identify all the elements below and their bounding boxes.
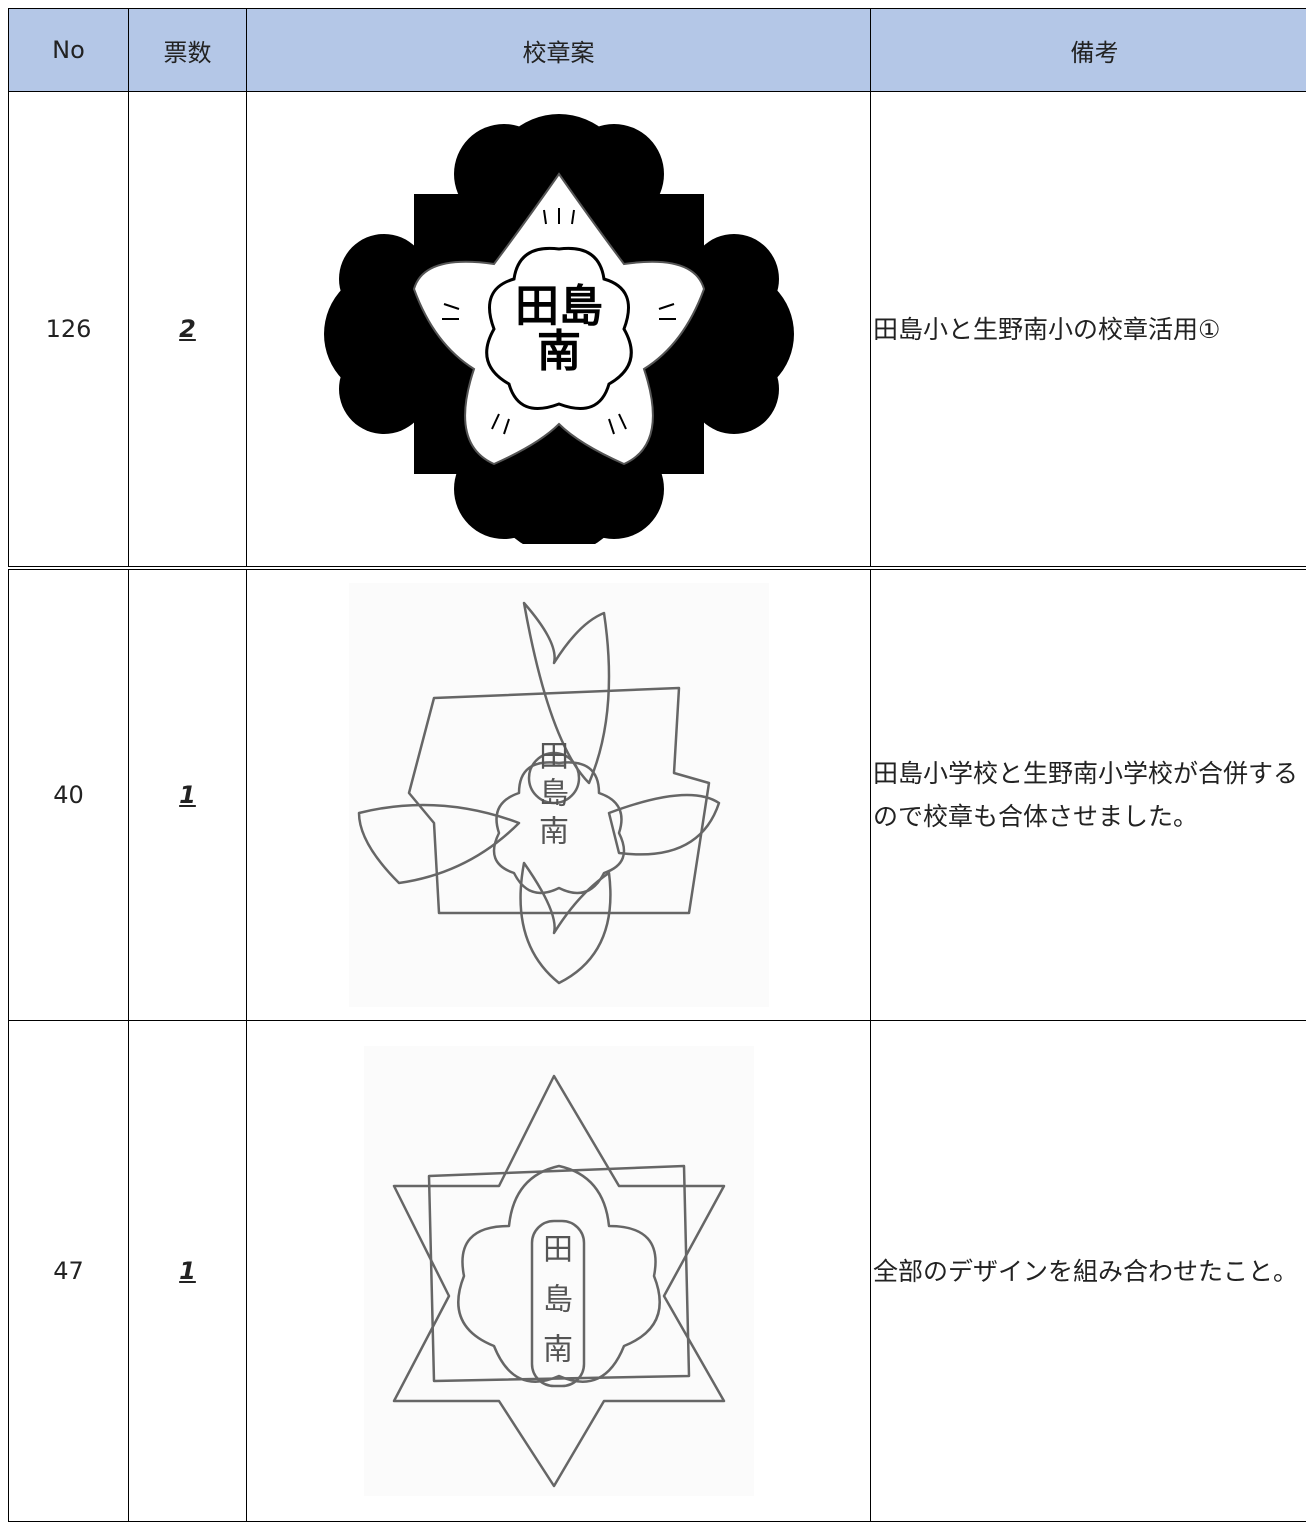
emblem-table: No 票数 校章案 備考 126 2 田島 南 <box>8 8 1306 1522</box>
no-cell: 47 <box>9 1021 129 1522</box>
no-cell: 40 <box>9 568 129 1021</box>
row: 40 1 田 島 南 田島小学校と生野南小学校が合併するので校章も合体させました… <box>9 568 1306 1021</box>
note-cell: 全部のデザインを組み合わせたこと。 <box>871 1021 1306 1522</box>
header-cell: 校章案 <box>247 9 871 92</box>
emblem-text: 南 <box>537 326 581 377</box>
emblem-image: 田 島 南 <box>349 583 769 1007</box>
emblem-text: 南 <box>543 1333 573 1368</box>
emblem-text: 田 <box>539 740 569 775</box>
note-cell: 田島小と生野南小の校章活用① <box>871 92 1306 569</box>
emblem-text: 南 <box>539 815 569 850</box>
votes-cell: 1 <box>129 568 247 1021</box>
header-cell: No <box>9 9 129 92</box>
emblem-text: 島 <box>539 777 569 812</box>
votes-cell: 1 <box>129 1021 247 1522</box>
header-cell: 備考 <box>871 9 1306 92</box>
header-cell: 票数 <box>129 9 247 92</box>
no-cell: 126 <box>9 92 129 569</box>
row: 47 1 田 島 南 全部のデザインを組み合わせたこと。 <box>9 1021 1306 1522</box>
emblem-cell: 田 島 南 <box>247 1021 871 1522</box>
row: 126 2 田島 南 田島小と生野南小の校章活用① <box>9 92 1306 569</box>
emblem-image: 田島 南 <box>324 114 794 544</box>
votes-cell: 2 <box>129 92 247 569</box>
emblem-text: 田島 <box>515 281 603 332</box>
emblem-image: 田 島 南 <box>364 1046 754 1496</box>
emblem-cell: 田島 南 <box>247 92 871 569</box>
note-cell: 田島小学校と生野南小学校が合併するので校章も合体させました。 <box>871 568 1306 1021</box>
header-row: No 票数 校章案 備考 <box>9 9 1306 92</box>
emblem-text: 島 <box>543 1283 573 1318</box>
emblem-text: 田 <box>543 1233 573 1268</box>
emblem-cell: 田 島 南 <box>247 568 871 1021</box>
